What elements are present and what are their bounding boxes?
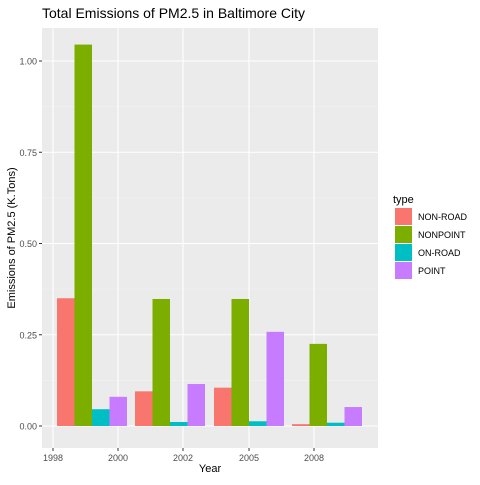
bar-point-2002 [187, 384, 205, 426]
bar-point-1999 [109, 396, 127, 426]
legend-label: ON-ROAD [418, 248, 461, 258]
legend-label: NON-ROAD [418, 212, 467, 222]
y-tick-label: 0.00 [19, 422, 37, 432]
x-tick-label: 2005 [239, 453, 259, 463]
x-tick-label: 2008 [304, 453, 324, 463]
y-tick-label: 1.00 [19, 57, 37, 67]
plot-panel [42, 28, 378, 448]
bar-point-2005 [266, 331, 284, 426]
x-tick-label: 1998 [43, 453, 63, 463]
x-tick-label: 2002 [173, 453, 193, 463]
bar-nonpoint-2005 [231, 298, 249, 426]
y-tick-label: 0.75 [19, 148, 37, 158]
legend-key-nonpoint [395, 226, 412, 243]
legend-label: POINT [418, 266, 446, 276]
bar-on-road-2005 [249, 421, 267, 426]
bar-on-road-2008 [327, 422, 345, 426]
legend-items: NON-ROAD NONPOINT ON-ROAD POINT [395, 208, 467, 279]
y-tick-label: 0.50 [19, 239, 37, 249]
legend-key-point [395, 262, 412, 279]
bar-non-road-2005 [214, 387, 232, 426]
y-tick-label: 0.25 [19, 330, 37, 340]
chart-title: Total Emissions of PM2.5 in Baltimore Ci… [42, 5, 305, 21]
bar-on-road-2002 [170, 421, 188, 426]
bar-nonpoint-2002 [152, 298, 170, 426]
bar-non-road-2008 [292, 424, 310, 426]
legend-label: NONPOINT [418, 230, 466, 240]
x-tick-label: 2000 [108, 453, 128, 463]
x-axis-title: Year [199, 463, 222, 475]
bars-layer [57, 44, 362, 426]
bar-non-road-1999 [57, 298, 75, 426]
bar-on-road-1999 [92, 409, 110, 426]
legend: type NON-ROAD NONPOINT ON-ROAD POINT [393, 194, 467, 279]
axis-layer: 0.00 0.25 0.50 0.75 1.00 1998 2000 2002 2005 2008 [19, 57, 324, 464]
bar-nonpoint-2008 [309, 343, 327, 426]
legend-title: type [393, 194, 414, 206]
legend-key-non-road [395, 208, 412, 225]
bar-point-2008 [344, 407, 362, 426]
bar-nonpoint-1999 [74, 44, 92, 426]
bar-non-road-2002 [135, 391, 153, 426]
legend-key-on-road [395, 244, 412, 261]
y-axis-title: Emissions of PM2.5 (K.Tons) [6, 167, 18, 308]
